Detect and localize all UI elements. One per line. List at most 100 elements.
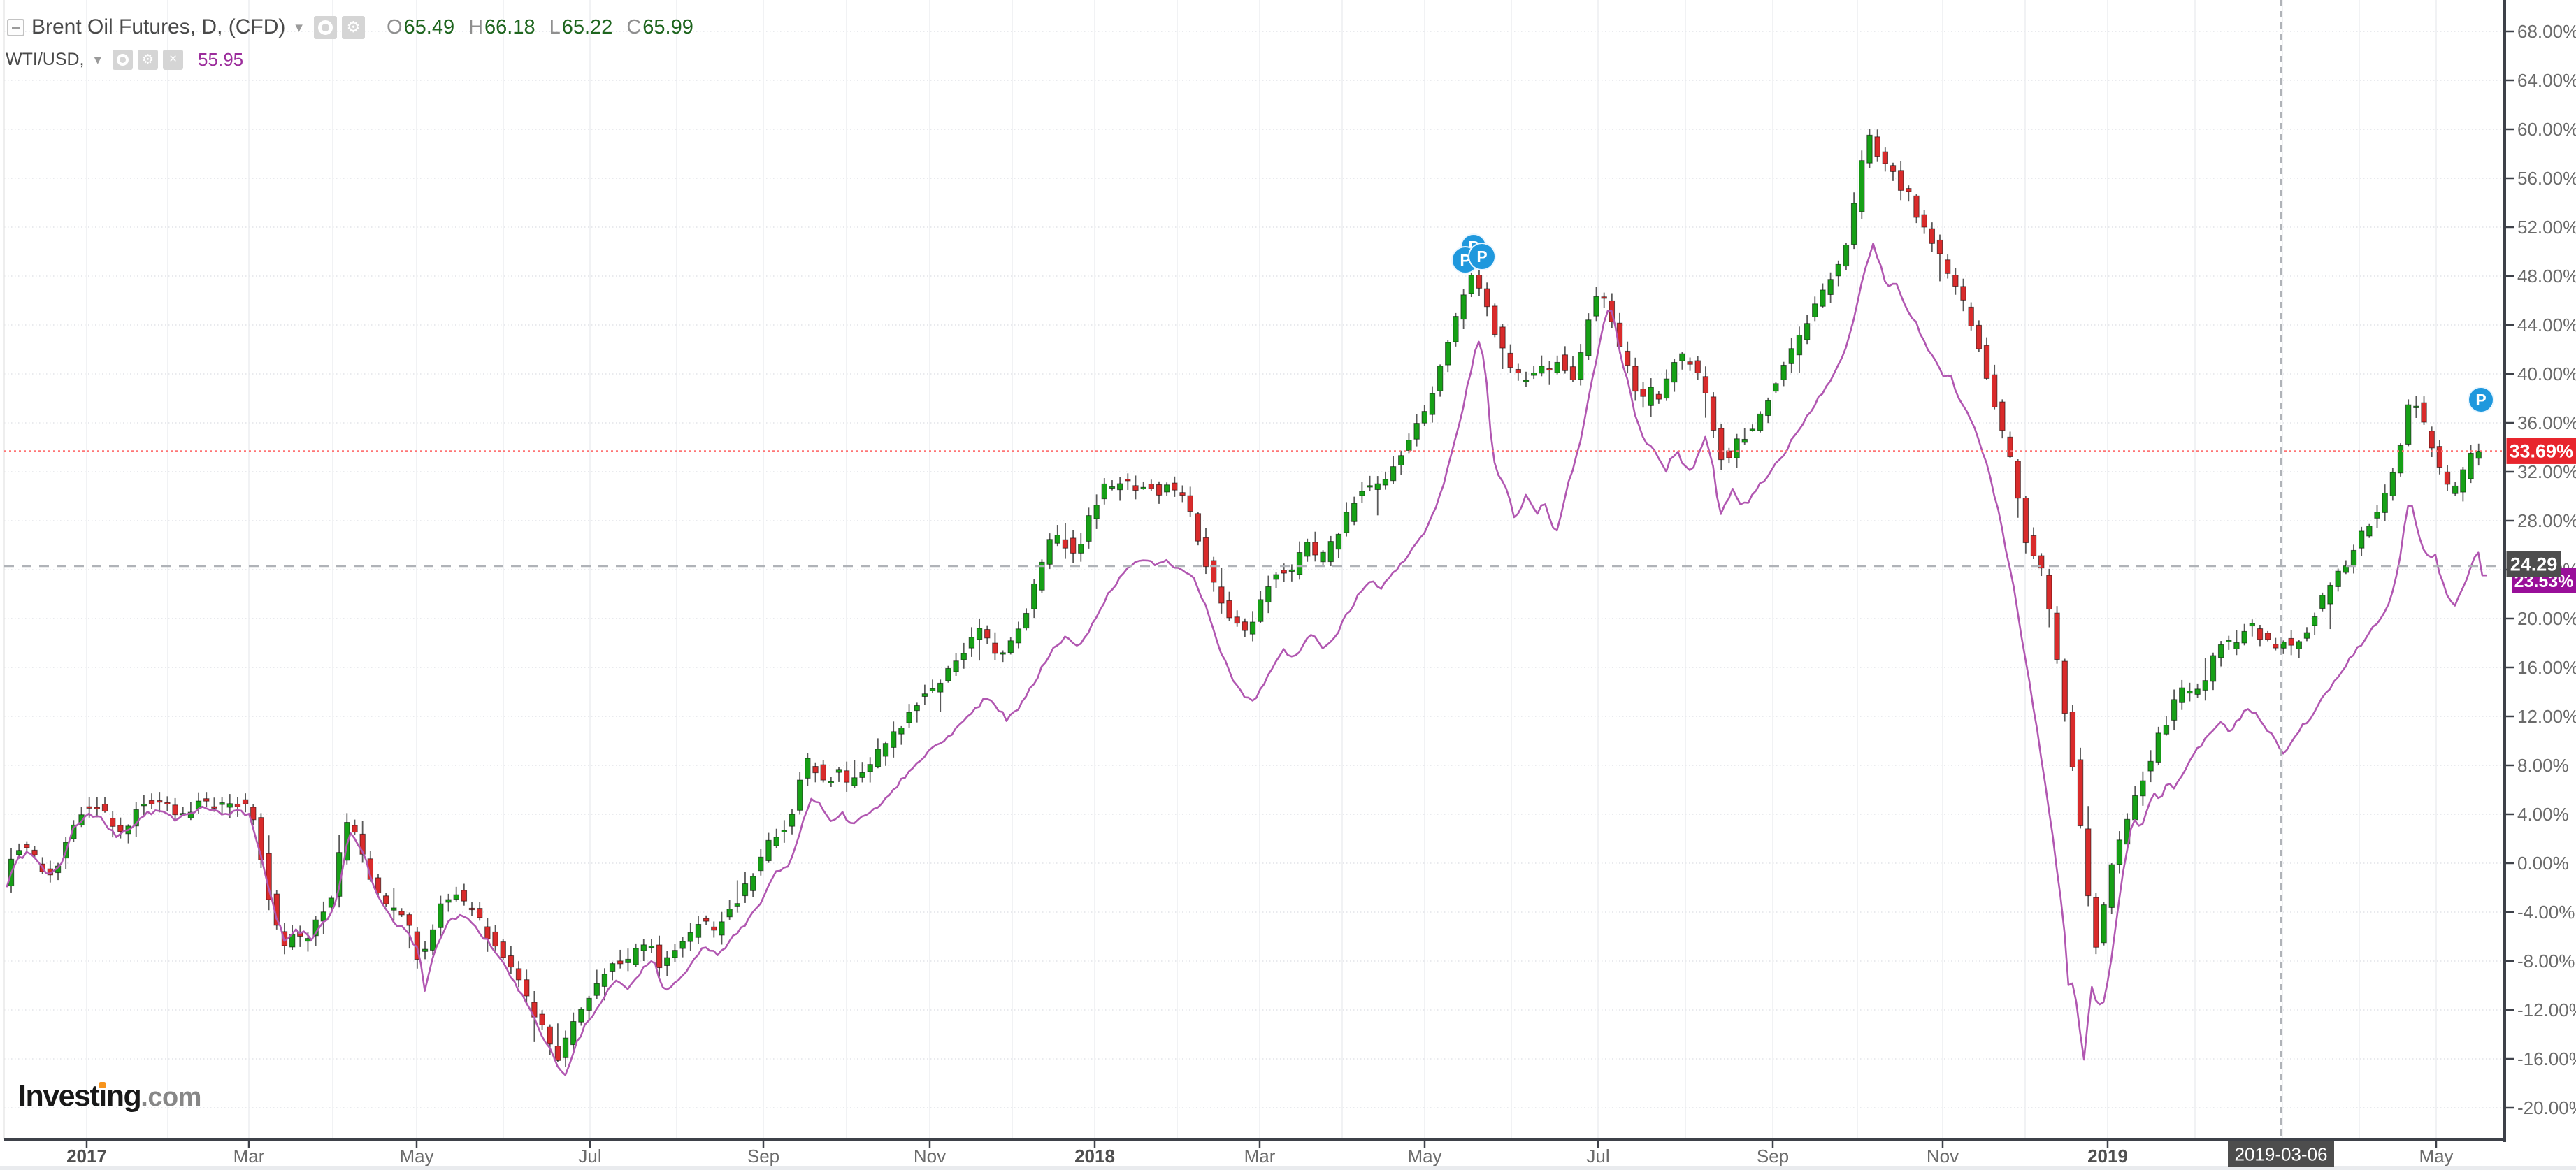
candle-body [2303,632,2310,639]
wti-line-series [6,243,2487,1076]
candle-body [187,811,194,818]
candle-body [968,637,975,649]
candle-body [1226,600,1232,619]
axes[interactable] [4,0,2506,1142]
candle-body [570,1020,577,1046]
candle-body [438,903,444,928]
close-icon: × [168,52,178,66]
candle-body [851,777,858,786]
candle-body [2405,404,2412,445]
candle-body [742,883,749,897]
candle-body [859,772,865,778]
candle-body [2311,616,2318,626]
candle-body [1554,361,1560,373]
remove-button-wti[interactable]: × [163,49,184,70]
y-tick-label: 40.00% [2517,363,2576,384]
candle-body [2468,452,2474,479]
candle-body [375,877,382,894]
x-tick-label: May [1407,1146,1441,1167]
candle-body [1843,244,1850,267]
candle-body [1890,165,1897,172]
candle-body [828,781,835,783]
candle-body [2358,530,2365,549]
candle-body [110,818,116,827]
candle-body [1850,203,1857,245]
candle-body [1390,466,1397,482]
candle-body [1765,400,1771,417]
high-value: 66.18 [484,15,535,38]
settings-button-brent[interactable]: ⚙ [341,15,365,39]
candle-body [1952,275,1959,287]
candle-body [1398,455,1404,465]
chevron-down-icon[interactable]: ▾ [295,19,303,36]
candle-body [1327,541,1334,563]
candle-body [515,968,522,981]
candle-body [2421,402,2427,423]
candle-body [1976,324,1983,349]
collapse-icon[interactable] [7,18,24,36]
candle-body [2280,642,2287,649]
instrument-title-brent[interactable]: Brent Oil Futures, D, (CFD) [31,15,286,38]
candle-body [1460,294,1467,320]
settings-button-wti[interactable]: ⚙ [138,49,159,70]
candle-body [2108,864,2115,908]
crosshair [4,0,2505,1139]
candle-body [508,955,515,968]
y-tick-label: 28.00% [2517,510,2576,531]
candle-body [1492,305,1498,335]
candle-body [2179,687,2185,703]
time-scale[interactable]: 2017 Mar May Jul Sep Nov 2018 Mar May Jul Sep Nov 20… [66,1141,2454,1167]
candle-body [157,800,163,803]
candle-body [1874,136,1880,157]
position-markers[interactable]: PPPP [1451,233,2494,413]
candle-body [1960,286,1966,301]
candle-body [937,682,944,693]
candle-body [492,931,498,947]
candle-body [672,950,678,958]
candle-body [352,825,358,833]
visibility-button-brent[interactable] [313,15,337,39]
position-marker-icon[interactable] [2468,387,2494,413]
candle-body [445,899,452,903]
visibility-button-wti[interactable] [113,49,134,70]
close-label: C [626,15,642,38]
candle-body [477,908,483,918]
candle-body [1468,275,1474,294]
investing-logo[interactable]: Invest i ng .com [18,1079,201,1113]
candle-body [2093,897,2099,948]
candle-body [1343,512,1350,533]
position-marker-icon[interactable] [1468,243,1496,270]
x-tick-label: May [2419,1146,2453,1167]
y-tick-label: 36.00% [2517,412,2576,433]
logo-text: Invest [18,1079,100,1113]
candle-body [1453,316,1459,342]
candle-body [1101,483,1107,500]
candle-body [1406,440,1412,451]
candle-body [2046,575,2052,610]
candle-body [1749,428,1756,431]
candle-body [758,856,764,872]
x-tick-label: Mar [1244,1146,1276,1167]
candle-body [1148,484,1155,489]
chevron-down-icon[interactable]: ▾ [94,51,102,68]
candle-body [31,849,38,855]
crosshair-date-label [2228,1141,2334,1167]
candle-body [1601,296,1607,299]
candle-body [1437,366,1444,391]
candle-body [2366,526,2373,537]
candle-body [1897,170,1904,191]
candle-body [1780,364,1787,380]
instrument-title-wti[interactable]: WTI/USD, [6,49,85,69]
y-tick-label: 4.00% [2517,804,2569,825]
candle-body [2210,655,2217,682]
candle-body [867,764,873,772]
y-tick-label: 8.00% [2517,755,2569,776]
candle-body [765,839,772,862]
candle-body [2452,485,2459,494]
candle-body [1070,537,1077,554]
candle-body [2374,512,2380,519]
candle-body [547,1026,553,1045]
y-tick-label: -16.00% [2517,1048,2576,1069]
